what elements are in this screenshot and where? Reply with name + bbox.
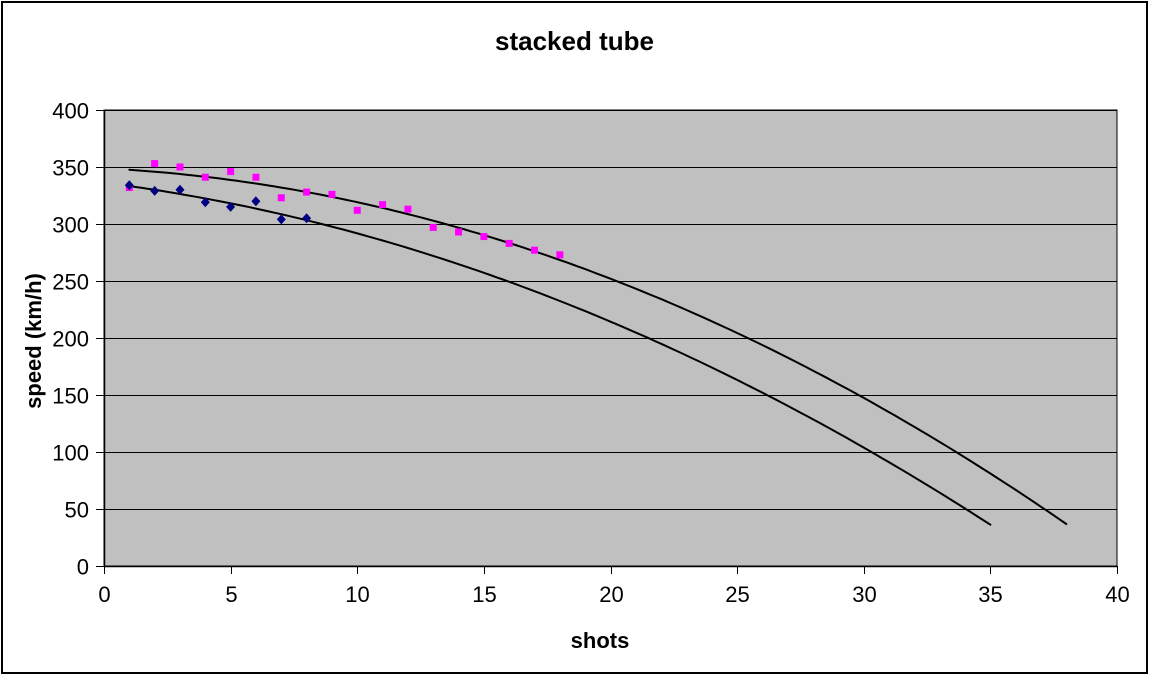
data-point-diamond xyxy=(226,201,236,212)
data-point-diamond xyxy=(302,213,312,224)
data-point-diamond xyxy=(251,196,261,207)
data-point-square xyxy=(227,168,235,176)
y-tick-label-0: 0 xyxy=(77,555,89,580)
data-point-square xyxy=(303,188,311,196)
data-point-diamond xyxy=(150,185,160,196)
data-point-diamond xyxy=(175,184,185,195)
y-tick-label-150: 150 xyxy=(52,384,89,409)
data-point-square xyxy=(556,251,564,259)
data-point-square xyxy=(480,233,488,241)
x-tick-label-5: 5 xyxy=(225,582,237,607)
x-tick-label-15: 15 xyxy=(472,582,496,607)
data-point-square xyxy=(252,173,260,181)
data-point-square xyxy=(429,223,437,231)
y-tick-label-300: 300 xyxy=(52,213,89,238)
trendline-series-diamonds xyxy=(128,185,992,526)
y-axis-title: speed (km/h) xyxy=(21,273,46,409)
x-tick-label-10: 10 xyxy=(345,582,369,607)
x-tick-label-0: 0 xyxy=(98,582,110,607)
x-tick-label-35: 35 xyxy=(978,582,1002,607)
y-tick-label-250: 250 xyxy=(52,270,89,295)
data-point-square xyxy=(176,163,184,171)
x-tick-label-40: 40 xyxy=(1105,582,1129,607)
data-point-diamond xyxy=(276,214,286,225)
x-tick-label-30: 30 xyxy=(852,582,876,607)
x-axis-title: shots xyxy=(570,628,630,653)
y-tick-label-200: 200 xyxy=(52,327,89,352)
data-point-square xyxy=(353,206,361,214)
data-point-square xyxy=(455,228,463,236)
y-tick-label-100: 100 xyxy=(52,441,89,466)
data-point-square xyxy=(277,194,285,202)
y-tick-label-50: 50 xyxy=(65,498,89,523)
data-point-square xyxy=(379,201,387,209)
data-point-square xyxy=(151,160,159,168)
data-point-square xyxy=(404,205,412,213)
x-tick-label-25: 25 xyxy=(725,582,749,607)
x-tick-label-20: 20 xyxy=(599,582,623,607)
chart-title: stacked tube xyxy=(495,26,654,56)
data-point-diamond xyxy=(124,180,134,191)
data-point-square xyxy=(328,190,336,198)
data-point-square xyxy=(531,246,539,254)
y-tick-label-400: 400 xyxy=(52,99,89,124)
data-point-square xyxy=(201,173,209,181)
data-point-diamond xyxy=(200,197,210,208)
y-tick-label-350: 350 xyxy=(52,156,89,181)
data-point-square xyxy=(505,239,513,247)
trendline-series-squares xyxy=(128,168,1068,525)
